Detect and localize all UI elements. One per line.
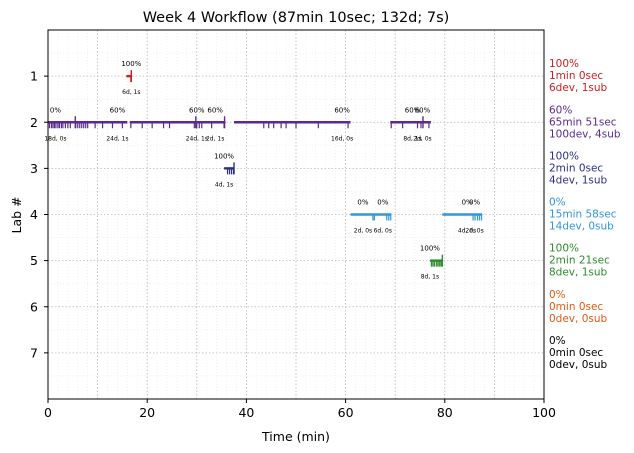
y-tick-label: 2 (30, 115, 38, 130)
lab-3-count-label: 4d, 1s (215, 181, 233, 188)
lab-2-count-label: 8d, 1s (403, 135, 421, 142)
lab-4-count-label: 2d, 0s (354, 228, 372, 235)
lab-2-pct-label: 60% (415, 106, 431, 114)
x-tick-label: 60 (338, 405, 354, 420)
lab-2-pct-label: 60% (405, 106, 421, 114)
x-tick-label: 40 (238, 405, 254, 420)
lab-2-count-label: 2d, 0s (413, 135, 431, 142)
lab-2-count-label: 24d, 1s (106, 135, 128, 142)
lab-4-pct-label: 0% (377, 199, 388, 207)
lab-4-summary-line: 0% (549, 197, 566, 209)
lab-4-pct-label: 0% (462, 199, 473, 207)
lab-2-summary-line: 60% (549, 104, 572, 116)
lab-2-pct-label: 60% (110, 106, 126, 114)
lab-1-summary-line: 1min 0sec (549, 70, 603, 82)
lab-6-summary-line: 0dev, 0sub (549, 313, 608, 325)
lab-2-pct-label: 60% (207, 106, 223, 114)
lab-5-count-label: 8d, 1s (421, 274, 439, 281)
lab-4-count-label: 2d, 0s (465, 228, 483, 235)
y-tick-label: 1 (30, 69, 38, 84)
lab-4-pct-label: 0% (469, 199, 480, 207)
lab-1-summary-line: 6dev, 1sub (549, 82, 608, 94)
lab-4-summary-line: 15min 58sec (549, 209, 617, 221)
lab-7-summary-line: 0dev, 0sub (549, 359, 608, 371)
lab-6-summary-line: 0min 0sec (549, 301, 603, 313)
lab-2-count-label: 16d, 0s (331, 135, 353, 142)
axes-layer: 0 20 40 60 80 100 1 2 3 4 5 6 7 (30, 69, 556, 420)
lab-1-summary-line: 100% (549, 58, 579, 70)
y-tick-label: 4 (30, 207, 38, 222)
lab-5-pct-label: 100% (420, 245, 440, 253)
lab-2-summary-line: 65min 51sec (549, 116, 617, 128)
y-tick-label: 3 (30, 161, 38, 176)
lab-4-count-label: 6d, 0s (374, 228, 392, 235)
lab-2-summary-line: 100dev, 4sub (549, 128, 621, 140)
y-tick-label: 5 (30, 253, 38, 268)
x-axis-label: Time (min) (261, 429, 330, 444)
lab-4-pct-label: 0% (357, 199, 368, 207)
y-axis-label: Lab # (9, 196, 24, 233)
lab-3-pct-label: 100% (214, 152, 234, 160)
lab-7-summary-line: 0min 0sec (549, 347, 603, 359)
lab-2-count-label: 24d, 1s (186, 135, 208, 142)
lab-2-pct-label: 60% (189, 106, 205, 114)
lab-2-pct-label: 0% (50, 106, 61, 114)
marks-layer: 100% 6d, 1s 0% 18d, 0s 60% 24d, 1s 60% 24d, 1s 6… (44, 60, 483, 281)
lab-3-summary-line: 2min 0sec (549, 162, 603, 174)
lab-4-count-label: 4d, 0s (458, 228, 476, 235)
x-tick-label: 80 (437, 405, 453, 420)
lab-1-count-label: 6d, 1s (122, 89, 140, 96)
x-tick-label: 20 (139, 405, 155, 420)
lab-3-summary-line: 100% (549, 150, 579, 162)
lab-2-pct-label: 60% (334, 106, 350, 114)
chart-title: Week 4 Workflow (87min 10sec; 132d; 7s) (143, 10, 450, 26)
lab-7-summary-line: 0% (549, 335, 566, 347)
lab-5-summary-line: 8dev, 1sub (549, 267, 608, 279)
lab-4-summary-line: 14dev, 0sub (549, 221, 614, 233)
x-tick-label: 100 (532, 405, 556, 420)
lab-2-count-label: 18d, 0s (44, 135, 66, 142)
y-tick-label: 6 (30, 299, 38, 314)
lab-5-summary-line: 2min 21sec (549, 255, 610, 267)
lab-5-summary-line: 100% (549, 243, 579, 255)
lab-2-count-label: 2d, 1s (206, 135, 224, 142)
lab-6-summary-line: 0% (549, 289, 566, 301)
lab-1-pct-label: 100% (121, 60, 141, 68)
x-tick-label: 0 (44, 405, 52, 420)
lab-3-summary-line: 4dev, 1sub (549, 174, 608, 186)
y-tick-label: 7 (30, 345, 38, 360)
